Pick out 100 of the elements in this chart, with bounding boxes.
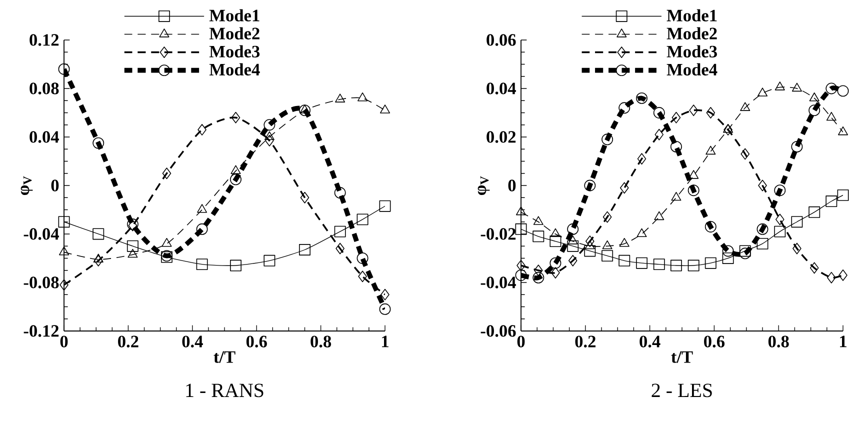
legend-label: Mode1 [666, 9, 717, 22]
text: 1 - RANS [186, 384, 264, 398]
point [653, 258, 665, 270]
point [586, 236, 594, 247]
x-tick-label: 0.8 [768, 336, 789, 348]
point [126, 240, 138, 252]
x-tick-label: 0.2 [118, 336, 138, 348]
point [300, 104, 310, 114]
point [516, 206, 526, 216]
point [196, 223, 208, 235]
point [533, 216, 544, 225]
point [299, 244, 310, 256]
y-tick-label: 0.04 [486, 82, 516, 94]
x-tick-label: 0.4 [640, 336, 660, 348]
point [654, 211, 664, 220]
point [808, 104, 820, 116]
point [534, 264, 543, 276]
legend-label: Mode4 [666, 63, 718, 76]
point [724, 124, 732, 136]
point [706, 146, 716, 155]
point [774, 82, 785, 90]
point [671, 192, 682, 201]
point [758, 180, 767, 192]
point [380, 288, 390, 300]
point [791, 216, 803, 228]
point [670, 140, 682, 152]
point [775, 214, 784, 226]
point [300, 192, 310, 204]
y-tick-label: -0.02 [480, 228, 516, 240]
point [231, 112, 240, 124]
x-tick-label: 1 [382, 336, 388, 348]
point [568, 236, 578, 244]
point [723, 124, 734, 133]
point [756, 223, 768, 235]
point [704, 257, 716, 269]
point [791, 140, 803, 152]
point [264, 119, 276, 131]
point [636, 228, 647, 238]
point [689, 104, 698, 116]
y-tick-label: -0.06 [480, 325, 516, 337]
point [230, 174, 242, 186]
point [688, 184, 700, 196]
point [567, 240, 579, 252]
point [336, 242, 344, 254]
x-axis-title: t/T [671, 351, 693, 363]
point [550, 228, 560, 238]
y-tick-label: -0.08 [24, 276, 59, 288]
point [602, 211, 612, 223]
point [740, 102, 750, 111]
point [162, 168, 172, 180]
point [602, 250, 614, 262]
point [162, 238, 172, 247]
point [672, 112, 681, 124]
point [792, 242, 802, 254]
point [334, 226, 346, 238]
point [515, 269, 527, 281]
y-axis-title: φ$_{V}$ [20, 176, 33, 195]
point [826, 112, 836, 121]
point [653, 107, 665, 118]
point [756, 238, 768, 250]
point [356, 214, 368, 226]
point [230, 165, 241, 174]
point [792, 82, 802, 92]
y-tick-label: -0.04 [24, 228, 59, 240]
point [92, 228, 104, 240]
x-tick-label: 0.4 [182, 336, 203, 348]
x-tick-label: 0.8 [310, 336, 332, 348]
y-tick-label: 0 [51, 180, 59, 192]
point [688, 260, 700, 272]
point [60, 279, 68, 291]
y-tick-label: 0.02 [486, 131, 516, 143]
point [838, 269, 848, 281]
point [722, 252, 734, 264]
point [620, 182, 629, 194]
point [722, 245, 734, 257]
y-tick-label: 0 [508, 180, 516, 192]
point [264, 131, 274, 140]
point [757, 88, 768, 96]
point [808, 206, 820, 218]
point [739, 248, 751, 260]
point [837, 189, 849, 201]
y-tick-label: 0.08 [30, 82, 59, 94]
legend-label: Mode1 [209, 9, 260, 22]
point [584, 245, 596, 257]
point [299, 104, 310, 116]
point [58, 246, 70, 256]
point [198, 124, 206, 136]
point [774, 226, 786, 238]
point [827, 272, 836, 284]
x-tick-label: 0 [517, 336, 525, 348]
point [358, 92, 368, 102]
point [706, 107, 716, 118]
point [826, 82, 838, 94]
point [93, 254, 104, 263]
point [618, 254, 630, 266]
y-tick-label: 0.04 [30, 131, 59, 143]
point [358, 270, 367, 282]
y-tick-label: -0.12 [24, 325, 59, 337]
y-tick-label: -0.04 [480, 276, 516, 288]
point [704, 220, 716, 232]
